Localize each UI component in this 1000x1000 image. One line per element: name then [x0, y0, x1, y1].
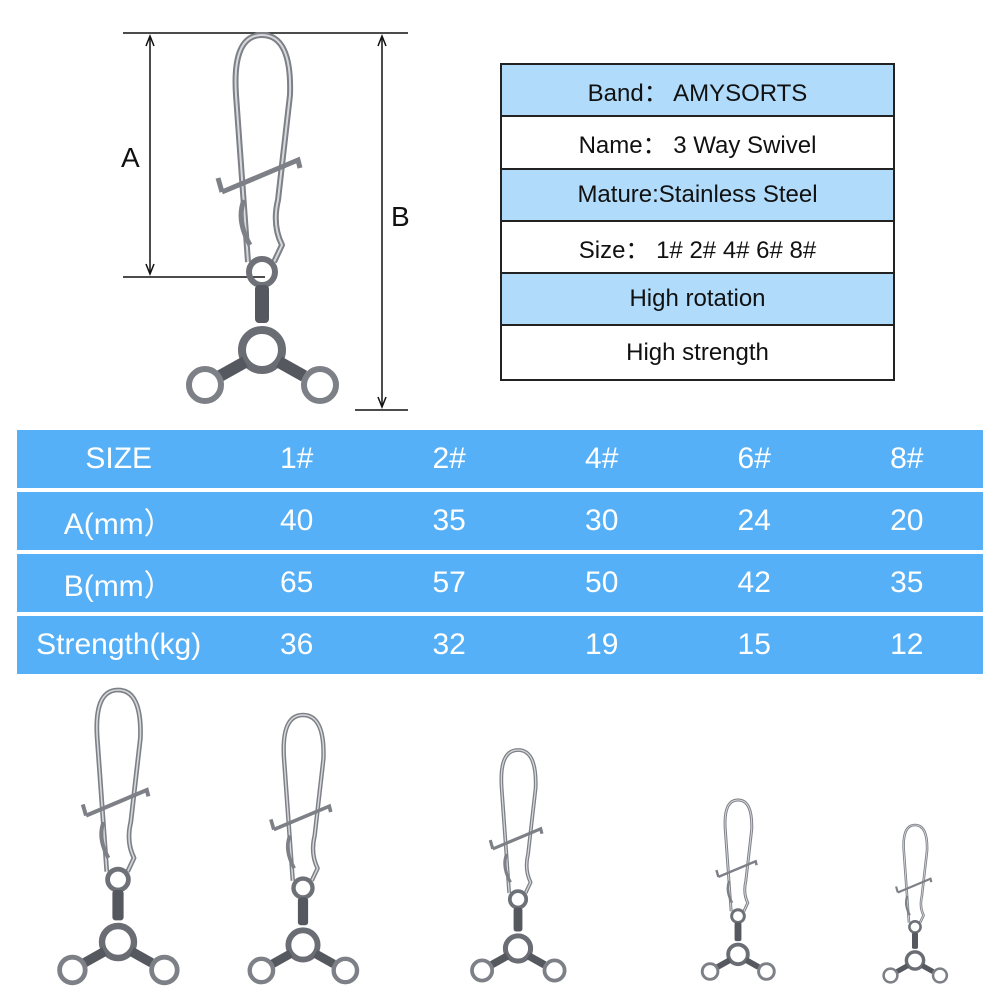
table-cell: 20 [890, 504, 924, 537]
size-table: SIZE 1# 2# 4# 6# 8# A(mm） 40 35 30 24 20… [17, 430, 983, 678]
dimension-a-label: A [121, 142, 140, 173]
spec-material: Mature:Stainless Steel [502, 169, 893, 222]
spec-strength: High strength [626, 338, 769, 366]
table-cell: 15 [737, 628, 771, 661]
table-cell: 50 [585, 566, 619, 599]
header-cell: 6# [737, 442, 771, 475]
spec-size: Size： 1# 2# 4# 6# 8# [502, 222, 893, 275]
table-cell: 40 [279, 504, 314, 537]
dimension-lines [123, 32, 408, 411]
spec-rotation: High rotation [502, 274, 893, 327]
header-cell: 4# [585, 442, 619, 475]
table-cell: 12 [890, 628, 924, 661]
table-header-row: SIZE 1# 2# 4# 6# 8# [17, 430, 983, 488]
product-image-size-2 [250, 715, 357, 982]
product-image-size-8 [884, 825, 947, 982]
main-swivel-image [189, 35, 336, 401]
row-label: A(mm） [63, 508, 174, 541]
product-image-size-6 [702, 800, 774, 979]
table-cell: 35 [890, 566, 924, 599]
table-cell: 19 [585, 628, 619, 661]
spec-brand: Band： AMYSORTS [502, 65, 893, 118]
table-cell: 42 [737, 566, 771, 599]
table-cell: 30 [585, 504, 619, 537]
spec-box: Band： AMYSORTS Name： 3 Way Swivel Mature… [500, 63, 895, 381]
product-image-size-1 [60, 690, 178, 983]
table-row: A(mm） 40 35 30 24 20 [17, 492, 983, 550]
table-cell: 36 [279, 628, 314, 661]
table-cell: 24 [737, 504, 771, 537]
table-cell: 35 [432, 504, 466, 537]
spec-name: Name： 3 Way Swivel [502, 117, 893, 170]
table-cell: 57 [432, 566, 466, 599]
header-cell: 8# [890, 442, 924, 475]
dimension-b-label: B [391, 201, 410, 232]
table-cell: 65 [279, 566, 314, 599]
row-label: B(mm） [63, 570, 174, 603]
table-row: Strength(kg) 36 32 19 15 12 [17, 616, 983, 674]
header-cell: 1# [279, 442, 314, 475]
header-cell: SIZE [85, 442, 153, 475]
header-cell: 2# [432, 442, 466, 475]
row-label: Strength(kg) [36, 628, 202, 661]
table-cell: 32 [432, 628, 466, 661]
table-row: B(mm） 65 57 50 42 35 [17, 554, 983, 612]
product-image-size-4 [472, 750, 565, 981]
